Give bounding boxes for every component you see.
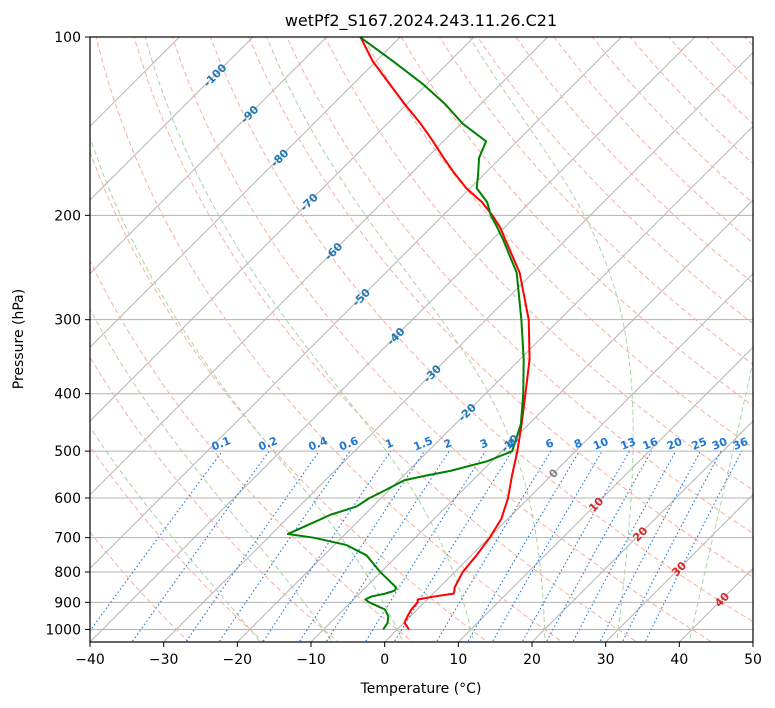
dry-adiabat-line: [248, 37, 753, 578]
x-tick-label: 20: [523, 652, 541, 668]
moist-adiabat-line: [90, 135, 404, 642]
mixing-ratio-label: 20: [665, 435, 684, 453]
isotherm-line: [604, 493, 753, 642]
x-tick-label: 10: [449, 652, 467, 668]
dry-adiabat-line: [133, 37, 638, 642]
moist-adiabat-line: [90, 426, 261, 642]
dry-adiabat-line: [90, 356, 339, 642]
y-tick-label: 100: [54, 30, 81, 46]
chart-title: wetPf2_S167.2024.243.11.26.C21: [285, 11, 557, 31]
isotherm-line: [383, 272, 753, 642]
moist-adiabat-line: [266, 37, 546, 642]
y-tick-label: 400: [54, 387, 81, 403]
isotherm-line: [310, 199, 753, 642]
moist-adiabat-line: [90, 308, 333, 642]
mixing-ratio-label: 36: [731, 435, 750, 453]
isotherm-line: [90, 37, 181, 128]
isotherm-line: [90, 37, 623, 570]
series-layer: [286, 37, 531, 631]
moist-adiabat-line: [469, 37, 634, 642]
dry-adiabat-line: [400, 37, 753, 407]
y-tick-label: 900: [54, 595, 81, 611]
isotherm-line: [90, 37, 328, 275]
moist-adiabat-line: [144, 37, 475, 642]
mixing-ratio-label: 13: [619, 435, 638, 453]
y-tick-label: 500: [54, 444, 81, 460]
isotherm-line: [90, 37, 549, 496]
x-tick-label: −10: [296, 652, 326, 668]
moist-adiabat-line: [688, 358, 753, 642]
grid-layer: [90, 37, 753, 642]
dry-adiabat-line: [90, 531, 190, 642]
mixing-ratio-line: [572, 450, 677, 642]
mixing-ratio-line: [599, 450, 702, 642]
mixing-ratio-line: [185, 450, 320, 642]
mixing-ratio-label: 1: [383, 436, 395, 451]
y-tick-label: 800: [54, 565, 81, 581]
mixing-ratio-label: 2: [442, 436, 454, 451]
mixing-ratio-line: [393, 450, 513, 642]
x-axis-label: Temperature (°C): [360, 681, 482, 697]
plot-frame: [89, 36, 754, 643]
dry-adiabat-line: [95, 37, 564, 642]
mixing-ratio-line: [298, 450, 425, 642]
mixing-ratio-line: [364, 450, 486, 642]
dry-adiabat-line: [90, 259, 414, 642]
mixing-ratio-line: [466, 450, 580, 642]
dry-adiabat-line: [209, 37, 753, 623]
isotherm-line: [90, 37, 475, 422]
mixing-ratio-line: [262, 450, 392, 642]
dry-adiabat-line: [286, 37, 753, 534]
isotherm-line: [162, 51, 753, 642]
isotherm-line: [90, 37, 254, 201]
x-tick-label: 30: [597, 652, 615, 668]
mixing-ratio-label: 25: [690, 435, 709, 453]
mixing-ratio-line: [131, 450, 270, 642]
y-tick-label: 300: [54, 313, 81, 329]
mixing-ratio-label: 3: [478, 436, 490, 451]
x-tick-label: 50: [744, 652, 762, 668]
isotherm-line: [457, 346, 753, 642]
isotherm-line: [236, 125, 753, 642]
mixing-ratio-line: [325, 450, 450, 642]
mixing-ratio-label: 30: [710, 435, 729, 453]
x-tick-label: 40: [670, 652, 688, 668]
x-tick-label: −30: [149, 652, 179, 668]
dewpoint-profile-line: [286, 37, 525, 631]
y-axis-label: Pressure (hPa): [11, 289, 27, 389]
dry-adiabat-line: [90, 445, 265, 642]
x-tick-label: −20: [223, 652, 253, 668]
mixing-ratio-line: [218, 450, 351, 642]
isotherm-line: [90, 37, 696, 642]
mixing-ratio-label: 10: [591, 435, 610, 453]
mixing-ratio-line: [621, 450, 722, 642]
mixing-ratio-line: [90, 450, 223, 632]
y-tick-label: 1000: [45, 622, 81, 638]
isotherm-line: [90, 37, 402, 349]
y-tick-label: 600: [54, 491, 81, 507]
dry-adiabat-line: [515, 37, 753, 284]
x-tick-label: 0: [380, 652, 389, 668]
tick-layer: −40 −30 −20 −10 0 10 20 30 40 50 1000 900 800 700 600 5…: [45, 30, 762, 668]
dry-adiabat-line: [476, 37, 753, 325]
y-tick-label: 700: [54, 531, 81, 547]
y-tick-label: 200: [54, 208, 81, 224]
mixing-ratio-label: 16: [641, 435, 660, 453]
mixing-ratio-label: 8: [572, 436, 584, 451]
x-tick-label: −40: [75, 652, 105, 668]
dry-adiabat-line: [362, 37, 753, 449]
